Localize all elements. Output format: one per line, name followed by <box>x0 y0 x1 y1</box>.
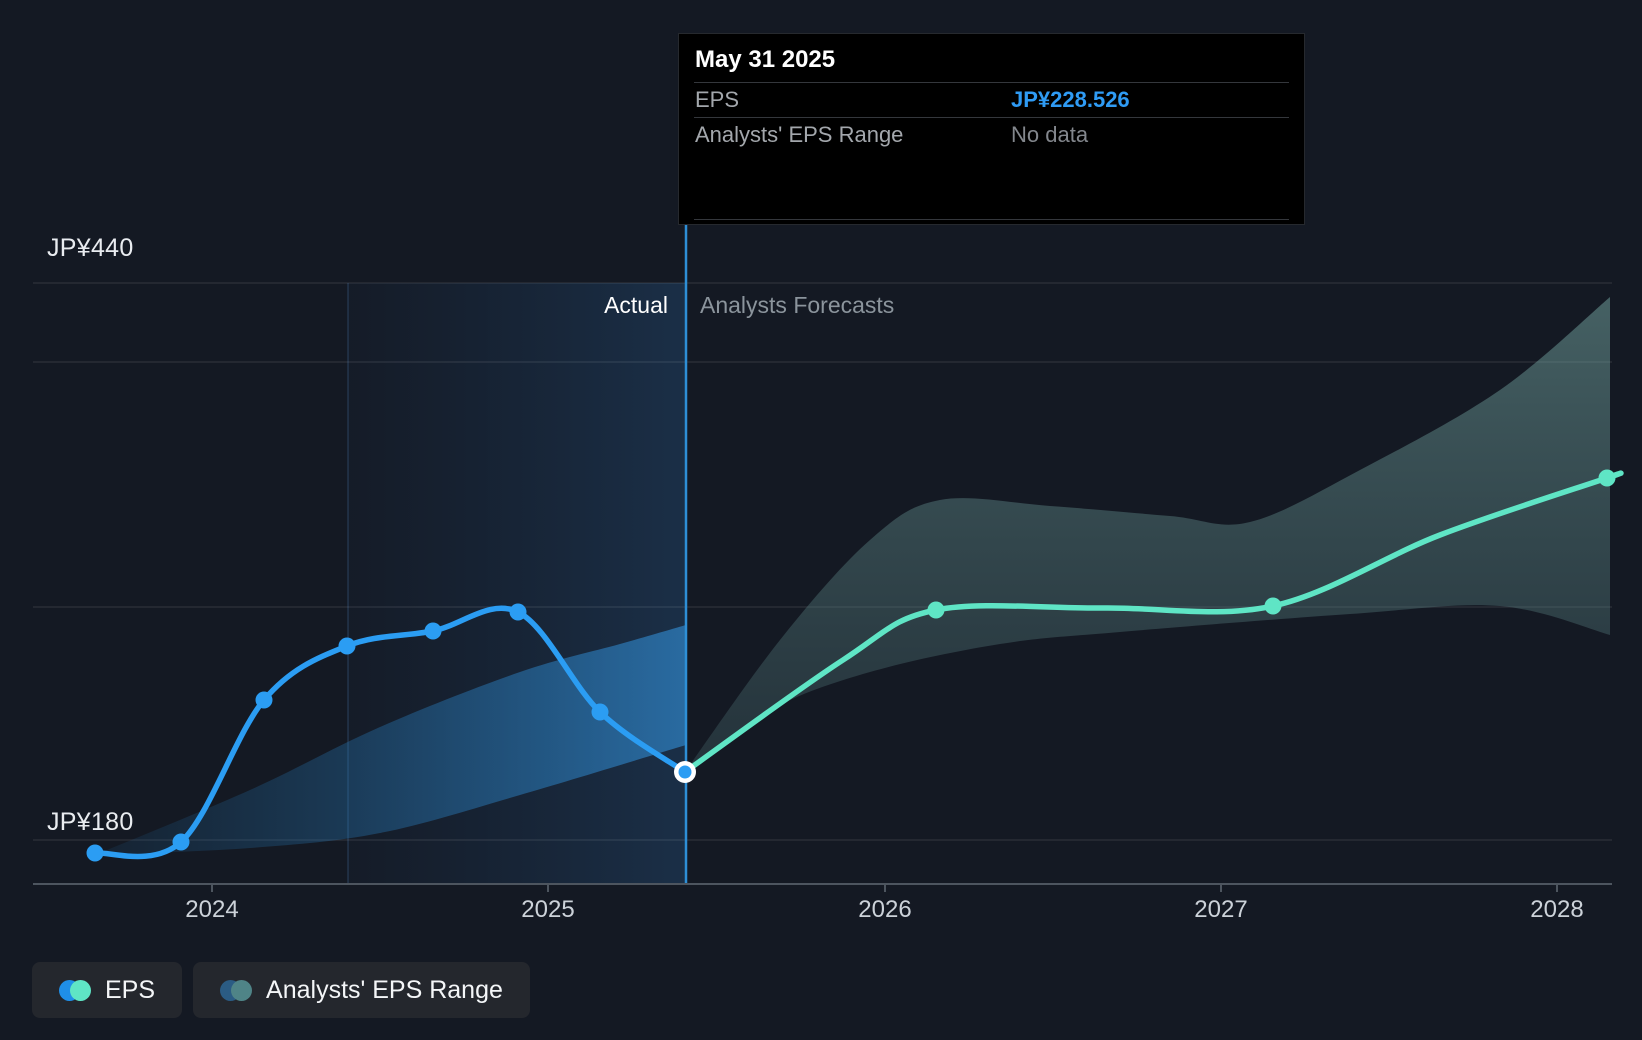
x-tick-label-2025: 2025 <box>521 896 575 923</box>
actual-range-band <box>95 625 686 855</box>
eps-actual-line <box>92 605 688 860</box>
tooltip-eps-row: EPS JP¥228.526 <box>695 83 1288 117</box>
range-series-dots-icon <box>220 979 253 1001</box>
actual-data-point <box>255 691 273 709</box>
y-axis-label-max: JP¥440 <box>47 234 134 262</box>
x-tick-label-2028: 2028 <box>1530 896 1584 923</box>
forecast-data-point <box>1598 469 1616 487</box>
tooltip-range-value: No data <box>1011 122 1089 147</box>
actual-data-point <box>86 844 104 862</box>
legend: EPS Analysts' EPS Range <box>32 962 530 1018</box>
forecast-range-band <box>685 297 1610 772</box>
actual-data-point <box>591 703 609 721</box>
tooltip-eps-value: JP¥228.526 <box>1011 87 1130 112</box>
eps-series-dots-icon <box>59 979 91 1001</box>
actual-data-point <box>338 637 356 655</box>
legend-item-analysts-eps-range[interactable]: Analysts' EPS Range <box>193 962 530 1018</box>
tooltip-divider <box>694 82 1289 83</box>
legend-range-label: Analysts' EPS Range <box>266 975 503 1004</box>
eps-forecast-line <box>682 470 1624 775</box>
tooltip-divider <box>694 219 1289 220</box>
forecast-data-point <box>927 601 945 619</box>
phase-label-forecast: Analysts Forecasts <box>700 292 895 318</box>
phase-label-actual: Actual <box>604 292 668 318</box>
tooltip-date: May 31 2025 <box>695 46 836 73</box>
x-tick-label-2024: 2024 <box>185 896 239 923</box>
tooltip-eps-label: EPS <box>695 87 740 112</box>
legend-eps-label: EPS <box>105 975 156 1004</box>
actual-data-point <box>172 833 190 851</box>
y-axis-label-min: JP¥180 <box>47 808 134 836</box>
current-data-point <box>678 765 692 779</box>
tooltip-range-label: Analysts' EPS Range <box>695 122 904 147</box>
tooltip-range-row: Analysts' EPS Range No data <box>695 118 1288 152</box>
x-tick-label-2026: 2026 <box>858 896 912 923</box>
tooltip-divider <box>694 117 1289 118</box>
x-tick-label-2027: 2027 <box>1194 896 1248 923</box>
legend-item-eps[interactable]: EPS <box>32 962 183 1018</box>
actual-data-point <box>509 603 527 621</box>
forecast-data-point <box>1264 597 1282 615</box>
actual-data-point <box>424 622 442 640</box>
tooltip: May 31 2025 EPS JP¥228.526 Analysts' EPS… <box>678 33 1305 225</box>
